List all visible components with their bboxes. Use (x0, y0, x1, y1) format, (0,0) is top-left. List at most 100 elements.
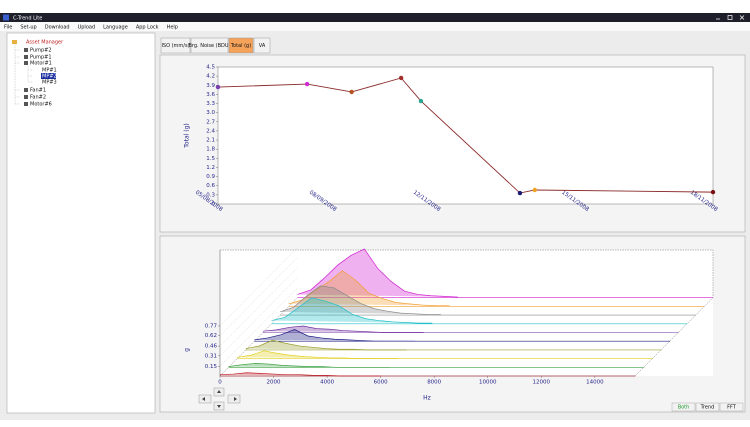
tree-item[interactable]: Pump#2 (30, 48, 52, 54)
menu-item[interactable]: Set-up (20, 25, 36, 31)
y-tick-label: 3.0 (206, 110, 215, 116)
y-tick-label: 1.2 (206, 165, 215, 171)
tree-lines (14, 44, 33, 105)
menu-item[interactable]: Upload (78, 25, 96, 31)
y-tick-label: 0.9 (206, 174, 215, 180)
trend-point (304, 81, 310, 87)
y-tick-label: 4.2 (206, 74, 215, 80)
spectrum (254, 329, 416, 342)
menu-item[interactable]: Help (167, 25, 178, 31)
x-tick-label: 0 (218, 380, 222, 386)
tab[interactable] (160, 37, 191, 54)
depth-guide (219, 247, 298, 327)
y-tick-label: 1.5 (206, 156, 215, 162)
x-tick-label: 12000 (533, 380, 551, 386)
trend-line (217, 77, 714, 194)
menu-item[interactable]: Language (103, 25, 128, 31)
y-tick-label: 0.15 (205, 364, 218, 370)
spectrum (237, 350, 398, 359)
y-tick-label: 0 (212, 202, 216, 208)
spectrum (271, 297, 433, 324)
fft-plot-area (220, 250, 713, 376)
title-bar (0, 13, 750, 22)
view-button[interactable] (719, 402, 744, 412)
y-tick-label: 0.77 (205, 323, 218, 329)
spectrum (245, 339, 407, 351)
view-button-label[interactable]: Trend (700, 405, 715, 411)
spectrum (297, 248, 459, 298)
tree-item[interactable]: Fan#2 (30, 95, 46, 101)
y-tick-label: 3.6 (206, 92, 215, 98)
y-tick-label: 2.1 (206, 138, 215, 144)
tab-label[interactable]: Total (g) (230, 43, 251, 49)
spectrum (228, 363, 390, 368)
trend-point (349, 89, 354, 95)
menu-item[interactable]: App Lock (136, 25, 159, 31)
tree-icons (12, 40, 28, 106)
tab[interactable] (190, 37, 229, 54)
y-tick-label: 1.8 (206, 147, 215, 153)
tree-item[interactable]: MP#3 (42, 80, 57, 86)
x-tick-label: 6000 (374, 380, 388, 386)
trend-point (710, 189, 716, 195)
y-tick-label: 0.31 (205, 353, 217, 359)
spectrum (288, 270, 450, 307)
window-controls[interactable] (716, 15, 745, 20)
trend-point (398, 75, 404, 81)
x-tick-label: 4000 (320, 380, 334, 386)
tab-label[interactable]: Brg. Noise (BDU) (188, 43, 230, 49)
window-title: C-Trend Lite (13, 15, 42, 21)
y-tick-label: 0.62 (205, 333, 217, 339)
tab-label[interactable]: ISO (mm/s) (161, 43, 189, 49)
trend-point (517, 190, 523, 196)
tree-item[interactable]: Fan#1 (30, 88, 46, 94)
depth-frame (219, 249, 714, 377)
menu-item[interactable]: File (4, 25, 12, 31)
y-axis-label: Total (g) (184, 123, 191, 148)
y-tick-label: 0.46 (205, 344, 218, 350)
spectrum (280, 285, 441, 315)
depth-guide (219, 287, 298, 367)
depth-guide (219, 277, 298, 356)
y-tick-label: 2.4 (206, 128, 215, 134)
tree-item[interactable]: Motor#6 (30, 102, 52, 108)
y-tick-label: 2.7 (206, 119, 215, 125)
depth-guide (219, 257, 298, 336)
trend-plot-area (217, 66, 714, 205)
tree-item[interactable]: Motor#1 (30, 61, 52, 67)
tree-panel (6, 32, 156, 414)
tab[interactable] (253, 37, 271, 54)
trend-point (418, 98, 424, 104)
x-tick-label: 8000 (427, 380, 441, 386)
tab[interactable] (228, 37, 254, 54)
view-button-label[interactable]: Both (678, 405, 690, 411)
y-tick-label: 3.9 (206, 83, 215, 89)
tree-selection (41, 73, 56, 79)
trend-point (532, 187, 537, 193)
x-tick-label: 14000 (586, 380, 604, 386)
spectrum (219, 372, 381, 377)
y-tick-label: 3.3 (206, 101, 215, 107)
menu-bar (0, 22, 750, 31)
view-button-label[interactable]: FFT (727, 405, 737, 411)
y-tick-label: 4.5 (206, 65, 215, 71)
tab-label[interactable]: VA (259, 43, 266, 49)
menu-item[interactable]: Download (45, 25, 70, 31)
x-tick-label: 10000 (479, 380, 497, 386)
depth-guide (219, 267, 298, 347)
tree-item[interactable]: MP#2 (42, 74, 57, 80)
y-axis-label: g (184, 348, 191, 352)
tree-item[interactable]: Asset Manager (26, 40, 64, 46)
app-icon (3, 14, 9, 21)
view-button[interactable] (695, 402, 720, 412)
x-axis-label: Hz (423, 395, 431, 402)
view-button[interactable] (671, 402, 696, 412)
y-tick-label: 0.3 (206, 192, 215, 198)
tree-item[interactable]: MP#1 (42, 68, 57, 74)
tree-item[interactable]: Pump#1 (30, 55, 52, 61)
x-tick-label: 2000 (267, 380, 281, 386)
spectrum (262, 325, 424, 333)
y-tick-label: 0.6 (206, 183, 215, 189)
trend-point (215, 84, 221, 90)
